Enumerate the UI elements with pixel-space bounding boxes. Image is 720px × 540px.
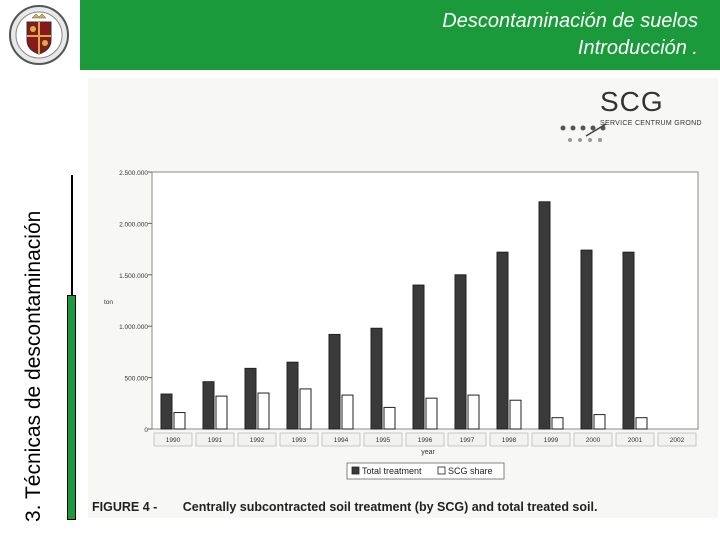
bar-scg-share (467, 394, 480, 430)
x-tick-label: 1999 (544, 437, 559, 444)
bar-scg-share (299, 388, 312, 430)
x-tick-box (531, 432, 571, 447)
x-tick-label: 1997 (460, 437, 475, 444)
slide-title: Descontaminación de suelos Introducción … (442, 8, 698, 62)
bar-total-treatment (412, 284, 425, 430)
x-tick-label: 1995 (376, 437, 391, 444)
x-tick-label: 1993 (292, 437, 307, 444)
x-tick-box (237, 432, 277, 447)
bar-scg-share (173, 412, 186, 430)
y-axis-label: ton (104, 299, 113, 306)
legend-label-total: Total treatment (362, 466, 422, 476)
legend-label-scg: SCG share (448, 466, 493, 476)
bar-total-treatment (160, 393, 173, 430)
x-tick-box (405, 432, 445, 447)
x-tick-label: 2002 (670, 437, 685, 444)
scg-logo: SCG SERVICE CENTRUM GROND (600, 86, 702, 127)
y-tick-label: 2.500.000 (119, 170, 148, 177)
y-tick-label: 2.000.000 (119, 221, 148, 228)
bar-scg-share (383, 406, 396, 430)
bar-scg-share (551, 417, 564, 430)
slide-title-line1: Descontaminación de suelos (442, 10, 698, 32)
x-tick-label: 1998 (502, 437, 517, 444)
bar-scg-share (509, 399, 522, 430)
bar-total-treatment (328, 333, 341, 430)
x-tick-box (573, 432, 613, 447)
bar-total-treatment (622, 251, 635, 430)
x-tick-box (657, 432, 697, 447)
figure-caption-text: Centrally subcontracted soil treatment (… (182, 500, 598, 514)
bar-scg-share (215, 395, 228, 430)
x-tick-box (615, 432, 655, 447)
x-tick-label: 1994 (334, 437, 349, 444)
university-crest-icon (6, 4, 72, 66)
side-accent-bar (67, 295, 76, 520)
header-bar: Descontaminación de suelos Introducción … (80, 0, 720, 70)
legend-box (346, 462, 505, 480)
x-tick-box (489, 432, 529, 447)
x-tick-label: 2000 (586, 437, 601, 444)
x-tick-label: 1991 (208, 437, 223, 444)
bar-total-treatment (580, 249, 593, 430)
scg-logo-text: SCG (600, 86, 664, 117)
x-tick-box (363, 432, 403, 447)
bar-scg-share (257, 392, 270, 430)
bar-scg-share (635, 417, 648, 430)
bar-scg-share (341, 394, 354, 430)
x-tick-box (321, 432, 361, 447)
x-tick-box (279, 432, 319, 447)
x-tick-label: 1990 (166, 437, 181, 444)
y-tick-label: 0 (144, 427, 148, 434)
x-tick-box (195, 432, 235, 447)
x-tick-box (447, 432, 487, 447)
bar-total-treatment (454, 274, 467, 430)
x-tick-label: 2001 (628, 437, 643, 444)
legend-swatch-scg (437, 466, 446, 475)
bar-total-treatment (244, 367, 257, 430)
x-tick-label: 1992 (250, 437, 265, 444)
plot-area (151, 171, 699, 430)
x-axis-label: year (421, 449, 435, 456)
bar-total-treatment (496, 251, 509, 430)
bar-scg-share (593, 414, 606, 430)
x-tick-box (153, 432, 193, 447)
scg-logo-dots-icon (558, 122, 618, 153)
figure-caption: FIGURE 4 - Centrally subcontracted soil … (92, 500, 597, 514)
y-tick-label: 500.000 (125, 376, 149, 383)
slide-title-line2: Introducción . (577, 37, 698, 59)
bar-total-treatment (370, 327, 383, 430)
figure-label: FIGURE 4 - (92, 500, 158, 514)
y-tick-label: 1.500.000 (119, 273, 148, 280)
scg-logo-tagline: SERVICE CENTRUM GROND (600, 120, 702, 127)
legend-swatch-total (351, 466, 360, 475)
y-tick-label: 1.000.000 (119, 324, 148, 331)
bar-scg-share (425, 397, 438, 430)
bar-total-treatment (202, 381, 215, 430)
bar-total-treatment (286, 361, 299, 430)
bar-total-treatment (538, 201, 551, 430)
x-tick-label: 1996 (418, 437, 433, 444)
